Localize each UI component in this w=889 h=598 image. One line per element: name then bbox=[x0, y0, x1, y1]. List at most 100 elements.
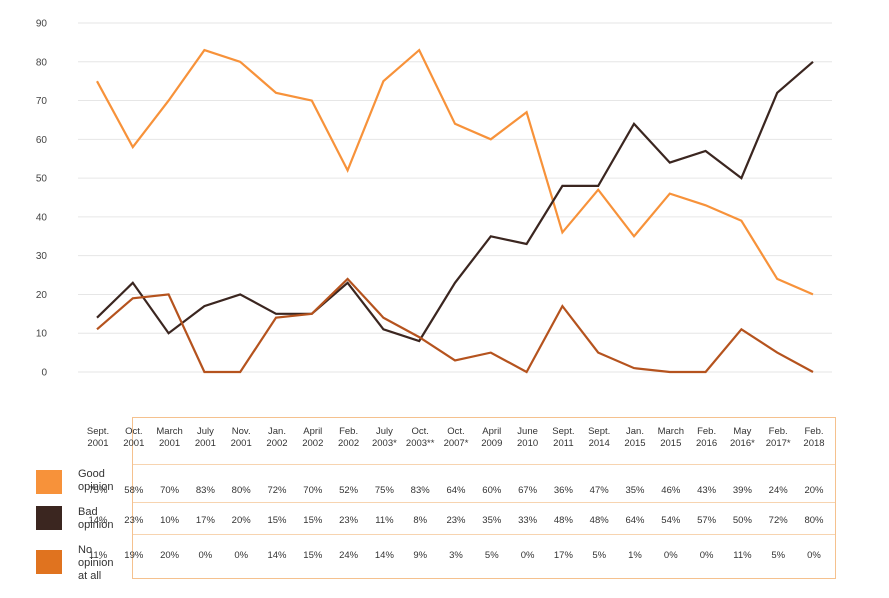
table-header-cell: Jan. 2015 bbox=[624, 426, 646, 449]
table-value-cell: 0% bbox=[663, 550, 678, 561]
table-header-cell: Oct. 2003** bbox=[405, 426, 435, 449]
table-value-cell: 17% bbox=[195, 515, 215, 526]
legend-item: Good opinion bbox=[36, 468, 136, 504]
series-line-no-opinion-at-all bbox=[96, 277, 814, 374]
table-value-cell: 14% bbox=[374, 550, 394, 561]
table-value-cell: 8% bbox=[413, 515, 428, 526]
table-header-cell: April 2009 bbox=[481, 426, 503, 449]
series-line-good-opinion bbox=[96, 48, 814, 296]
table-header-cell: April 2002 bbox=[302, 426, 324, 449]
table-value-cell: 24% bbox=[768, 485, 788, 496]
legend-label: Good opinion bbox=[78, 468, 114, 493]
table-value-cell: 11% bbox=[88, 550, 108, 561]
table-header-cell: March 2001 bbox=[156, 426, 183, 449]
y-tick-label: 30 bbox=[36, 251, 48, 262]
table-value-cell: 0% bbox=[198, 550, 213, 561]
table-header-cell: Oct. 2001 bbox=[123, 426, 145, 449]
y-tick-label: 70 bbox=[36, 96, 48, 107]
table-value-cell: 33% bbox=[518, 515, 538, 526]
table-header-cell: July 2001 bbox=[194, 426, 216, 449]
legend-item: Bad opinion bbox=[36, 506, 136, 542]
table-value-cell: 15% bbox=[303, 515, 323, 526]
table-value-cell: 72% bbox=[267, 485, 287, 496]
table-value-cell: 43% bbox=[697, 485, 717, 496]
table-header-cell: Feb. 2018 bbox=[803, 426, 825, 449]
table-value-cell: 24% bbox=[339, 550, 359, 561]
y-tick-label: 40 bbox=[36, 212, 48, 223]
table-value-cell: 5% bbox=[592, 550, 607, 561]
table-value-cell: 1% bbox=[628, 550, 642, 561]
table-header-cell: Feb. 2002 bbox=[338, 426, 360, 449]
table-value-cell: 17% bbox=[553, 550, 573, 561]
table-value-cell: 35% bbox=[482, 515, 502, 526]
table-value-cell: 23% bbox=[124, 515, 144, 526]
table-value-cell: 75% bbox=[374, 485, 394, 496]
y-tick-label: 60 bbox=[36, 135, 48, 146]
table-value-cell: 72% bbox=[768, 515, 788, 526]
table-header-cell: Sept. 2001 bbox=[86, 426, 110, 449]
table-value-cell: 11% bbox=[375, 515, 394, 526]
table-value-cell: 3% bbox=[449, 550, 463, 561]
table-value-cell: 57% bbox=[697, 515, 717, 526]
legend-label: Bad opinion bbox=[78, 506, 114, 531]
table-value-cell: 15% bbox=[303, 550, 323, 561]
table-header-cell: July 2003* bbox=[371, 426, 397, 449]
y-tick-label: 10 bbox=[36, 329, 48, 340]
table-value-cell: 36% bbox=[553, 485, 573, 496]
table-value-cell: 14% bbox=[88, 515, 108, 526]
table-value-cell: 58% bbox=[124, 485, 144, 496]
table-value-cell: 0% bbox=[520, 550, 535, 561]
table-row-divider bbox=[133, 534, 835, 535]
legend-item: No opinion at all bbox=[36, 544, 136, 582]
legend-swatch bbox=[36, 506, 62, 530]
table-value-cell: 54% bbox=[661, 515, 681, 526]
table-value-cell: 20% bbox=[804, 485, 824, 496]
table-value-cell: 67% bbox=[518, 485, 538, 496]
table-value-cell: 64% bbox=[446, 485, 466, 496]
y-tick-label: 20 bbox=[36, 290, 48, 301]
table-header-cell: Jan. 2002 bbox=[266, 426, 288, 449]
table-value-cell: 0% bbox=[234, 550, 249, 561]
table-row-divider bbox=[133, 464, 835, 465]
table-value-cell: 15% bbox=[267, 515, 287, 526]
table-value-cell: 9% bbox=[413, 550, 428, 561]
table-value-cell: 10% bbox=[160, 515, 180, 526]
table-value-cell: 5% bbox=[484, 550, 499, 561]
table-value-cell: 50% bbox=[732, 515, 752, 526]
table-header-cell: Oct. 2007* bbox=[443, 426, 469, 449]
table-value-cell: 48% bbox=[589, 515, 609, 526]
table-value-cell: 60% bbox=[482, 485, 502, 496]
table-value-cell: 20% bbox=[231, 515, 251, 526]
table-value-cell: 0% bbox=[699, 550, 714, 561]
series-line-bad-opinion bbox=[96, 60, 814, 343]
table-value-cell: 19% bbox=[124, 550, 144, 561]
table-header-cell: Nov. 2001 bbox=[230, 426, 252, 449]
table-value-cell: 70% bbox=[303, 485, 323, 496]
table-header-cell: May 2016* bbox=[729, 426, 755, 449]
table-header-cell: Feb. 2017* bbox=[765, 426, 791, 449]
table-value-cell: 83% bbox=[410, 485, 430, 496]
table-value-cell: 83% bbox=[195, 485, 215, 496]
line-chart: 0 10 20 30 40 50 60 70 80 90 bbox=[36, 19, 832, 379]
legend-label: No opinion at all bbox=[78, 544, 114, 582]
table-value-cell: 64% bbox=[625, 515, 645, 526]
table-value-cell: 5% bbox=[771, 550, 786, 561]
data-table: Sept. 2001 Oct. 2001 March 2001 July 2001 No… bbox=[87, 417, 836, 579]
table-value-cell: 75% bbox=[88, 485, 108, 496]
table-value-cell: 47% bbox=[589, 485, 609, 496]
table-header-cell: Sept. 2011 bbox=[552, 426, 575, 449]
legend-swatch bbox=[36, 550, 62, 574]
table-header-cell: March 2015 bbox=[657, 426, 684, 449]
table-header-cell: June 2010 bbox=[517, 426, 539, 449]
table-header-cell: Feb. 2016 bbox=[696, 426, 718, 449]
table-value-cell: 11% bbox=[733, 550, 752, 561]
table-value-cell: 46% bbox=[661, 485, 681, 496]
table-value-cell: 80% bbox=[804, 515, 824, 526]
y-tick-label: 0 bbox=[41, 368, 47, 379]
table-value-cell: 70% bbox=[160, 485, 180, 496]
table-value-cell: 0% bbox=[807, 550, 821, 561]
table-header-cell: Sept. 2014 bbox=[588, 426, 611, 449]
y-tick-label: 80 bbox=[36, 57, 48, 68]
table-value-cell: 20% bbox=[160, 550, 180, 561]
table-value-cell: 52% bbox=[339, 485, 359, 496]
